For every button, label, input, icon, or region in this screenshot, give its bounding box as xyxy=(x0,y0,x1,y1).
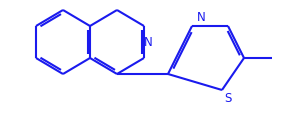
Text: N: N xyxy=(144,35,153,49)
Text: N: N xyxy=(197,11,206,24)
Text: S: S xyxy=(224,92,231,105)
